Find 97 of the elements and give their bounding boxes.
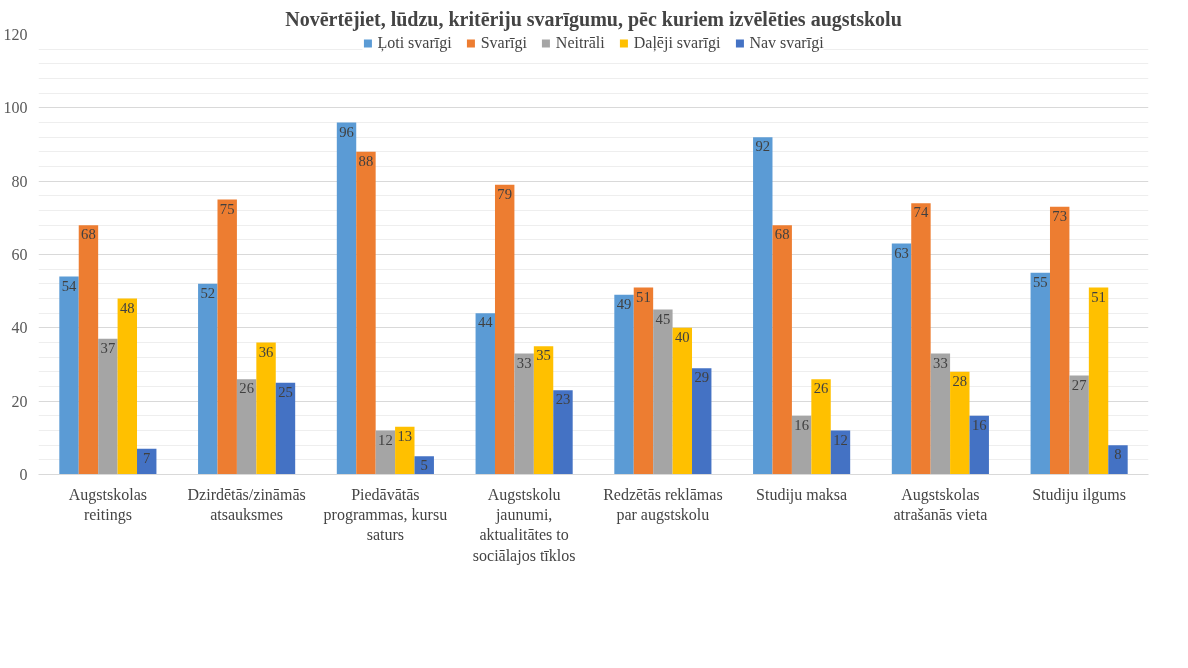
bar <box>336 122 357 475</box>
bar <box>791 415 812 475</box>
data-label: 63 <box>894 244 909 261</box>
data-label: 88 <box>358 152 374 169</box>
bar <box>653 309 673 475</box>
data-label: 12 <box>378 431 393 448</box>
bar <box>59 276 79 475</box>
bar <box>117 298 138 475</box>
chart-title: Novērtējiet, lūdzu, kritēriju svarīgumu, pēc kuriem izvēlēties augstskolu <box>285 7 902 31</box>
data-label: 68 <box>774 226 790 243</box>
data-label: 5 <box>420 457 428 474</box>
bar <box>533 346 554 475</box>
data-label: 26 <box>239 380 254 397</box>
data-label: 44 <box>477 314 494 331</box>
data-label: 36 <box>258 343 274 360</box>
x-tick-label: Augstskolu jaunumi, aktualitātes to sociālajos tīklos <box>472 485 576 565</box>
x-tick-label: Augstskolas atrašanās vieta <box>893 485 988 523</box>
bar <box>236 379 257 475</box>
bar <box>395 426 415 475</box>
legend-label: Daļēji svarīgi <box>633 34 721 52</box>
data-label: 12 <box>833 431 848 448</box>
data-label: 16 <box>794 416 809 433</box>
x-tick-label: Augstskolas reitings <box>68 485 147 524</box>
legend-label: Svarīgi <box>480 34 527 52</box>
bar <box>614 294 634 475</box>
data-label: 49 <box>616 295 632 312</box>
data-label: 45 <box>655 310 671 327</box>
x-tick-label: Dzirdētās/zināmās atsauksmes <box>187 485 306 523</box>
data-label: 55 <box>1032 273 1048 290</box>
bar <box>1030 272 1050 475</box>
bar <box>633 287 654 475</box>
bar <box>772 225 792 475</box>
bar <box>911 203 931 475</box>
data-label: 73 <box>1052 207 1068 224</box>
bar <box>356 151 376 475</box>
bar <box>475 313 495 475</box>
data-label: 8 <box>1114 446 1122 463</box>
data-label: 35 <box>536 347 551 364</box>
data-label: 79 <box>497 185 513 202</box>
bar <box>1049 206 1070 475</box>
data-label: 37 <box>100 339 116 356</box>
data-label: 96 <box>339 123 354 140</box>
bar <box>1108 445 1128 475</box>
x-tick-label: Studiju maksa <box>756 485 848 504</box>
y-tick-label: 60 <box>11 246 28 263</box>
bar <box>950 371 970 475</box>
bar <box>1088 287 1109 475</box>
y-tick-label: 20 <box>11 392 28 410</box>
y-tick-label: 40 <box>11 319 28 337</box>
data-label: 68 <box>81 226 96 243</box>
y-tick-label: 0 <box>19 466 28 483</box>
bar <box>753 137 773 475</box>
bar <box>930 353 951 475</box>
y-tick-label: 100 <box>3 99 28 117</box>
data-label: 51 <box>636 288 651 305</box>
bar <box>1069 375 1089 475</box>
bar <box>494 184 515 475</box>
data-label: 48 <box>119 299 135 316</box>
bar <box>811 379 831 475</box>
data-label: 13 <box>397 427 413 444</box>
legend-label: Neitrāli <box>555 34 605 52</box>
data-label: 40 <box>674 328 690 345</box>
bar <box>514 353 534 475</box>
data-label: 51 <box>1091 288 1106 305</box>
data-label: 29 <box>694 369 710 386</box>
data-label: 33 <box>516 354 532 371</box>
data-label: 26 <box>813 380 829 397</box>
data-label: 74 <box>913 204 929 221</box>
bar <box>672 327 693 475</box>
data-label: 33 <box>933 354 948 371</box>
data-label: 52 <box>200 284 216 301</box>
data-label: 25 <box>278 383 293 400</box>
data-label: 16 <box>971 416 987 433</box>
bar <box>198 283 218 475</box>
bar <box>256 342 276 475</box>
data-label: 7 <box>143 449 151 466</box>
y-tick-label: 80 <box>11 172 28 190</box>
data-label: 75 <box>219 200 235 217</box>
bar <box>553 390 573 475</box>
bar <box>217 199 237 475</box>
bar <box>692 368 712 475</box>
bar <box>98 338 118 475</box>
bar <box>969 415 989 475</box>
data-label: 28 <box>952 372 968 389</box>
bar <box>78 225 99 475</box>
legend-label: Nav svarīgi <box>749 34 824 52</box>
bar <box>891 243 912 475</box>
data-label: 54 <box>61 277 78 294</box>
bar <box>275 382 296 475</box>
data-label: 27 <box>1071 376 1087 393</box>
x-tick-label: Studiju ilgums <box>1032 485 1127 504</box>
data-label: 23 <box>555 391 571 408</box>
data-label: 92 <box>755 138 771 155</box>
x-tick-label: Redzētās reklāmas par augstskolu <box>603 485 723 524</box>
x-tick-label: Piedāvātās programmas, kursu saturs <box>323 485 448 544</box>
legend-label: Ļoti svarīgi <box>377 34 452 52</box>
y-tick-label: 120 <box>3 26 28 43</box>
